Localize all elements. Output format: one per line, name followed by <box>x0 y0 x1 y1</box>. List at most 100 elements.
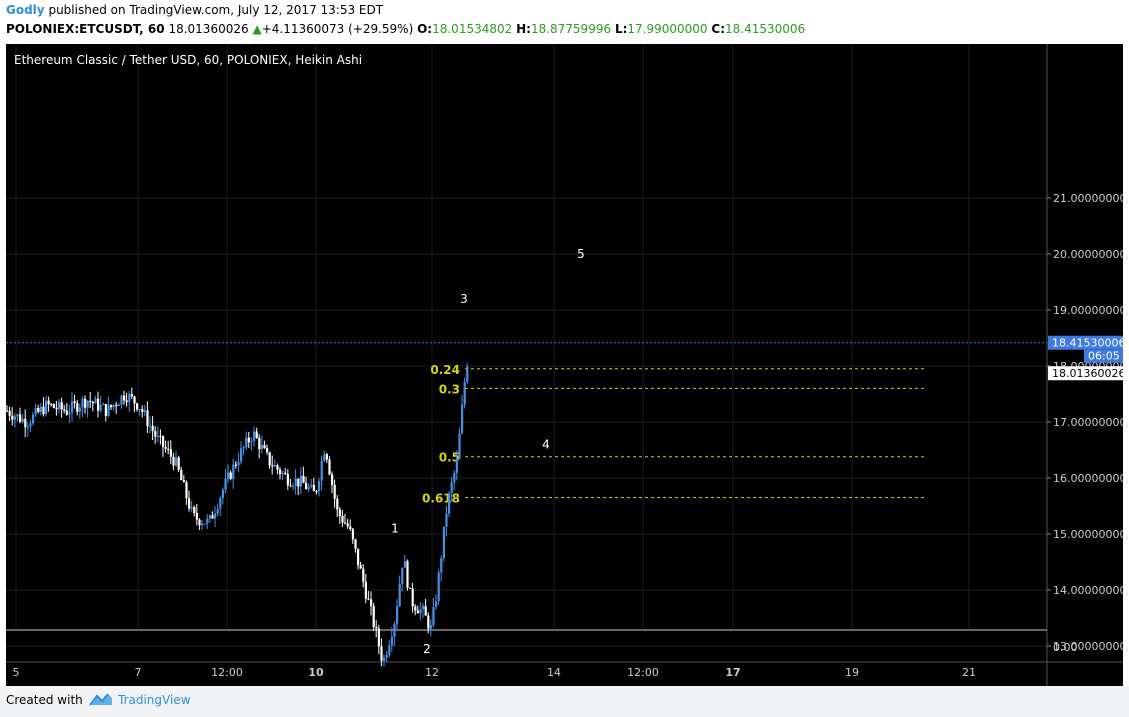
y-tick-label: 16.00000000 <box>1053 472 1123 485</box>
candle-body <box>123 395 126 401</box>
candle-body <box>429 625 432 629</box>
price-chart[interactable]: 21.0000000020.0000000019.0000000018.0000… <box>6 44 1123 686</box>
candle-body <box>102 404 105 406</box>
y-tick-label: 13.00000000 <box>1053 640 1123 653</box>
candle-body <box>201 523 204 526</box>
candle-body <box>292 485 295 487</box>
candle-body <box>437 572 440 602</box>
tradingview-logo-icon[interactable] <box>88 691 114 709</box>
author-link[interactable]: Godly <box>6 3 45 17</box>
candle-body <box>52 404 55 408</box>
candle-body <box>349 526 352 529</box>
wave-label: 4 <box>542 437 550 451</box>
candle-body <box>445 513 448 527</box>
candle-body <box>388 645 391 656</box>
candle-body <box>305 482 308 490</box>
candle-body <box>112 404 115 408</box>
candle-body <box>76 403 79 412</box>
candle-body <box>13 416 16 420</box>
candle-body <box>208 515 211 519</box>
candle-body <box>234 464 237 466</box>
candle-body <box>279 469 282 475</box>
candle-body <box>115 404 118 406</box>
candle-body <box>403 561 406 568</box>
candle-body <box>39 406 42 412</box>
candle-body <box>255 431 258 438</box>
candle-body <box>180 469 183 481</box>
candle-body <box>169 449 172 457</box>
up-arrow-icon: ▲ <box>252 22 262 36</box>
candle-body <box>120 395 123 405</box>
price-change: +4.11360073 (+29.59%) <box>261 22 414 36</box>
candle-body <box>310 484 313 487</box>
candle-body <box>357 548 360 566</box>
candle-body <box>281 472 284 475</box>
candle-body <box>455 458 458 473</box>
candle-body <box>110 404 113 408</box>
candle-body <box>258 437 261 450</box>
candle-body <box>328 459 331 475</box>
candle-body <box>26 426 29 428</box>
wave-label: 1 <box>391 521 399 535</box>
candle-body <box>297 478 300 487</box>
candle-body <box>136 403 139 410</box>
candle-body <box>156 435 159 437</box>
candle-body <box>461 404 464 434</box>
candle-body <box>450 482 453 494</box>
candle-body <box>55 407 58 410</box>
candle-body <box>224 478 227 490</box>
candle-body <box>364 581 367 599</box>
candle-body <box>91 402 94 404</box>
footer: Created with TradingView <box>0 686 1129 717</box>
candle-body <box>242 447 245 449</box>
created-with-text: Created with <box>6 693 83 707</box>
symbol-label: POLONIEX:ETCUSDT, 60 <box>6 22 165 36</box>
candle-body <box>346 523 349 527</box>
candle-body <box>390 636 393 646</box>
candle-body <box>143 410 146 413</box>
y-tick-label: 17.00000000 <box>1053 416 1123 429</box>
x-tick-label: 19 <box>845 666 859 679</box>
open-label: O: <box>417 22 433 36</box>
candle-body <box>216 508 219 514</box>
candle-body <box>237 461 240 466</box>
candle-body <box>411 588 414 607</box>
candle-body <box>331 474 334 485</box>
candle-body <box>84 398 87 408</box>
candle-body <box>203 523 206 525</box>
candle-body <box>164 447 167 449</box>
candle-body <box>367 598 370 600</box>
candle-body <box>45 400 48 415</box>
candle-body <box>58 402 61 410</box>
candle-body <box>211 515 214 519</box>
candle-body <box>318 480 321 492</box>
fib-level-label: 0.24 <box>430 363 460 377</box>
candle-body <box>362 568 365 582</box>
x-tick-label: 17 <box>725 666 740 679</box>
candle-body <box>414 606 417 611</box>
candle-body <box>268 452 271 466</box>
candle-body <box>385 655 388 658</box>
candle-body <box>398 584 401 607</box>
candle-body <box>263 445 266 449</box>
candle-body <box>24 418 27 428</box>
chart-canvas[interactable]: 21.0000000020.0000000019.0000000018.0000… <box>6 44 1123 686</box>
candle-body <box>266 448 269 453</box>
x-tick-label: 7 <box>135 666 142 679</box>
candle-body <box>380 646 383 661</box>
candle-body <box>68 412 71 415</box>
y-tick-label: 19.00000000 <box>1053 304 1123 317</box>
candle-body <box>151 425 154 432</box>
candle-body <box>323 454 326 462</box>
low-label: L: <box>614 22 628 36</box>
candle-body <box>320 461 323 481</box>
candle-body <box>396 606 399 624</box>
tradingview-link[interactable]: TradingView <box>118 693 191 707</box>
y-tick-label: 20.00000000 <box>1053 248 1123 261</box>
candle-body <box>253 431 256 442</box>
candle-body <box>442 526 445 559</box>
candle-body <box>422 606 425 610</box>
candle-body <box>336 498 339 510</box>
candle-body <box>89 400 92 403</box>
candle-body <box>19 414 22 422</box>
